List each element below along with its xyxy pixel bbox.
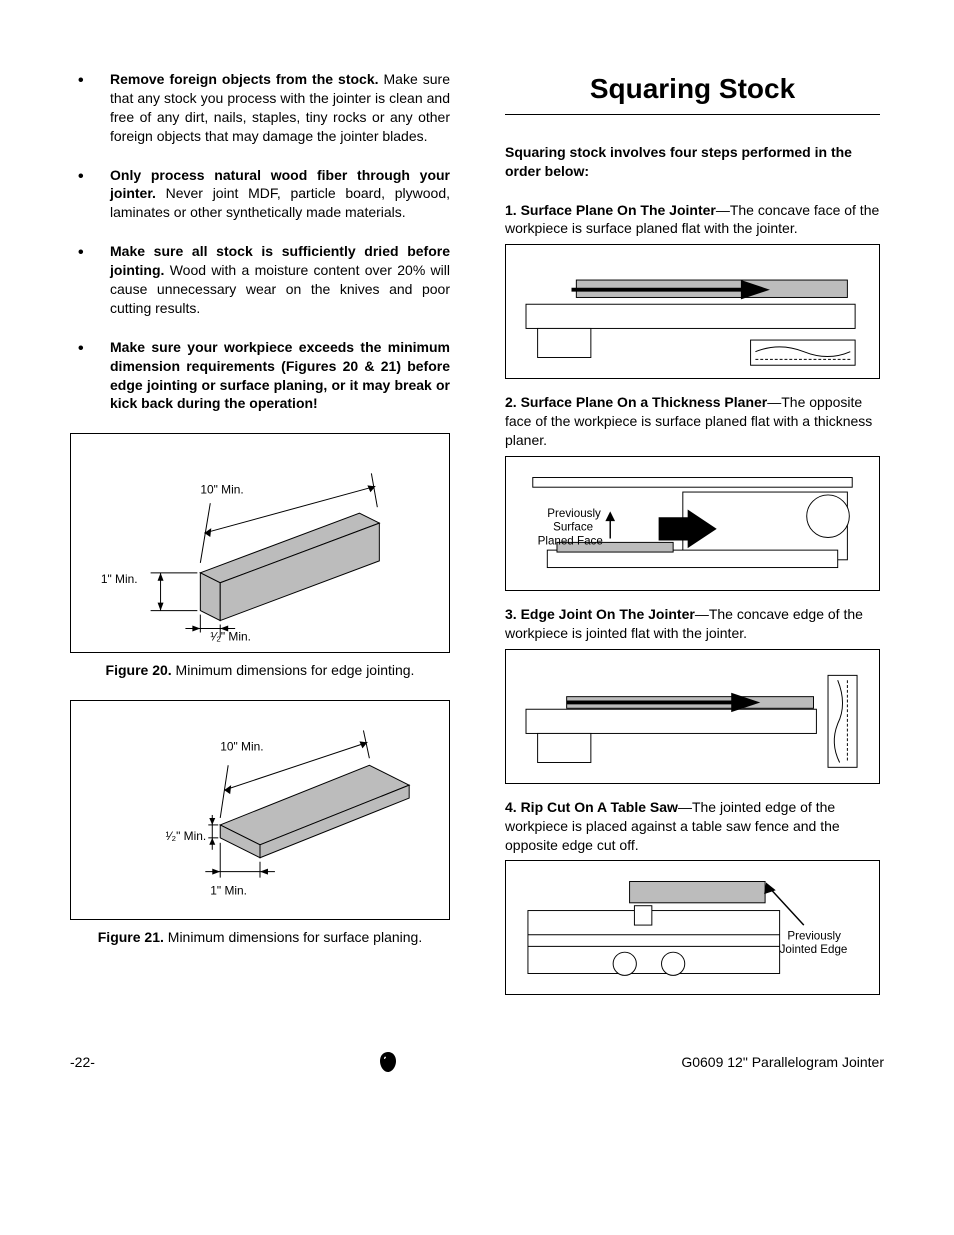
step4-label-2: Jointed Edge [780,944,848,957]
intro-text: Squaring stock involves four steps perfo… [505,143,880,181]
two-column-layout: Remove foreign objects from the stock. M… [70,70,884,1009]
step2-label-2: Surface [553,521,593,534]
step-4-image: Previously Jointed Edge [505,860,880,995]
footer-page-number: -22- [70,1053,95,1072]
bullet-item: Make sure your workpiece exceeds the min… [70,338,450,414]
caption-rest: Minimum dimensions for surface planing. [164,929,422,945]
bullet-item: Make sure all stock is sufficiently drie… [70,242,450,318]
fig20-label-10: 10" Min. [200,483,243,497]
step-bold: 2. Surface Plane On a Thickness Planer [505,394,767,410]
step-3-image [505,649,880,784]
fig20-label-1: 1" Min. [101,572,138,586]
footer-logo-icon [375,1049,401,1075]
caption-bold: Figure 21. [98,929,164,945]
bullet-list: Remove foreign objects from the stock. M… [70,70,450,413]
bullet-bold: Make sure your workpiece exceeds the min… [110,339,450,412]
step-bold: 1. Surface Plane On The Jointer [505,202,716,218]
section-title: Squaring Stock [505,70,880,108]
fig21-label-1: 1" Min. [210,884,247,898]
bullet-item: Only process natural wood fiber through … [70,166,450,223]
step-1-text: 1. Surface Plane On The Jointer—The conc… [505,201,880,239]
table-saw-diagram: Previously Jointed Edge [512,867,873,988]
bullet-bold: Remove foreign objects from the stock. [110,71,379,87]
figure-20-box: 10" Min. 1" Min. ¹⁄₂" Min. [70,433,450,653]
title-rule [505,114,880,115]
step2-label-3: Planed Face [538,534,603,547]
fig20-label-half: ¹⁄₂" Min. [210,630,251,644]
step-bold: 3. Edge Joint On The Jointer [505,606,695,622]
fig21-label-10: 10" Min. [220,740,263,754]
step-2-text: 2. Surface Plane On a Thickness Planer—T… [505,393,880,450]
step-bold: 4. Rip Cut On A Table Saw [505,799,678,815]
jointer-edge-diagram [512,656,873,777]
figure-21-diagram: 10" Min. ¹⁄₂" Min. 1" Min. [81,710,439,910]
page-footer: -22- G0609 12" Parallelogram Jointer [70,1049,884,1075]
left-column: Remove foreign objects from the stock. M… [70,70,450,1009]
bullet-rest: Never joint MDF, particle board, plywood… [110,185,450,220]
thickness-planer-diagram: Previously Surface Planed Face [512,463,873,584]
figure-21-box: 10" Min. ¹⁄₂" Min. 1" Min. [70,700,450,920]
step-1-image [505,244,880,379]
bullet-item: Remove foreign objects from the stock. M… [70,70,450,146]
figure-20-caption: Figure 20. Minimum dimensions for edge j… [70,661,450,680]
jointer-surface-diagram [512,251,873,372]
figure-20-diagram: 10" Min. 1" Min. ¹⁄₂" Min. [81,443,439,643]
figure-21-caption: Figure 21. Minimum dimensions for surfac… [70,928,450,947]
step2-label-1: Previously [547,507,601,520]
caption-rest: Minimum dimensions for edge jointing. [172,662,415,678]
step-2-image: Previously Surface Planed Face [505,456,880,591]
step-4-text: 4. Rip Cut On A Table Saw—The jointed ed… [505,798,880,855]
footer-doc-title: G0609 12" Parallelogram Jointer [681,1053,884,1072]
step-3-text: 3. Edge Joint On The Jointer—The concave… [505,605,880,643]
caption-bold: Figure 20. [106,662,172,678]
right-column: Squaring Stock Squaring stock involves f… [505,70,880,1009]
step4-label-1: Previously [787,930,841,943]
fig21-label-half: ¹⁄₂" Min. [166,829,207,843]
